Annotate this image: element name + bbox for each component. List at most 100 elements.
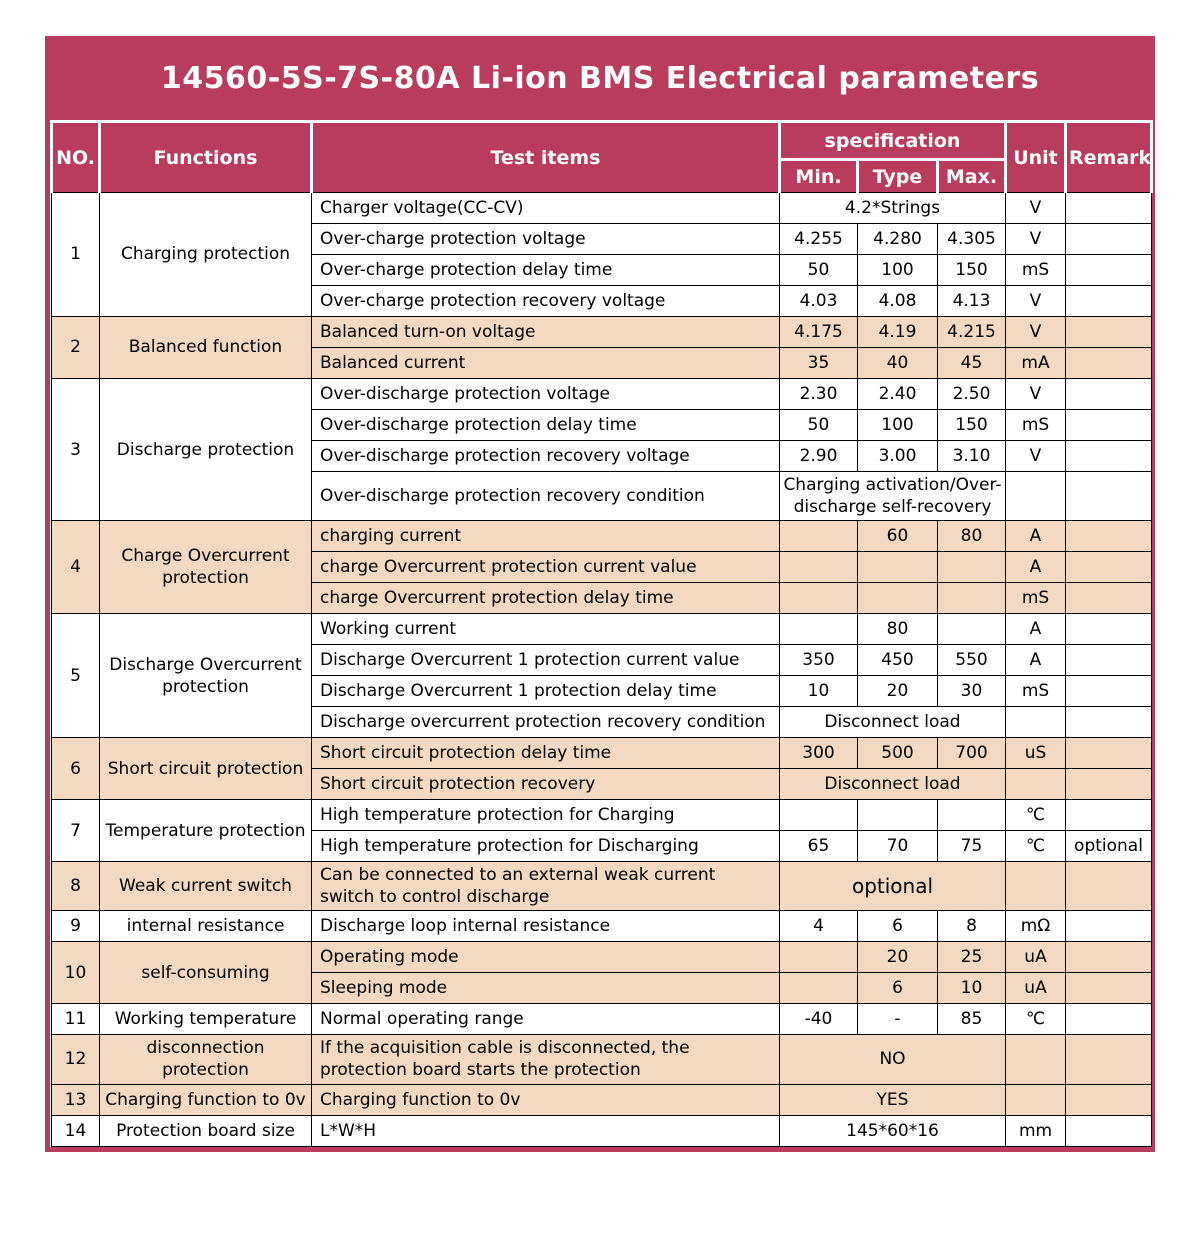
cell-test-item: Charger voltage(CC-CV) [311,192,780,224]
table-row: Balanced current 35 40 45 mA [52,347,1152,379]
header-no: NO. [50,120,101,193]
header-min: Min. [778,158,859,193]
cell-max: 700 [937,737,1006,770]
parameters-table: NO. Functions Test items specification U… [50,120,1153,1147]
cell-unit: mS [1005,409,1066,441]
table-row: Discharge overcurrent protection recover… [52,706,1152,739]
table-row: Over-discharge protection recovery volta… [52,440,1152,472]
cell-remark [1065,1034,1152,1085]
cell-unit: mS [1005,582,1066,615]
cell-max: 150 [937,254,1006,286]
cell-no: 9 [51,910,100,943]
cell-remark [1065,192,1152,224]
cell-no: 10 [51,941,100,1005]
cell-test-item: Over-discharge protection delay time [311,409,780,441]
cell-unit: mS [1005,675,1066,708]
cell-spec-merged: optional [779,861,1006,912]
table-row: 3 Discharge protection Over-discharge pr… [51,377,1152,522]
sheet-title: 14560-5S-7S-80A Li-ion BMS Electrical pa… [50,41,1150,120]
cell-type: 3.00 [857,440,938,472]
cell-remark [1065,941,1152,974]
cell-remark [1065,551,1152,584]
cell-min: 10 [779,675,858,708]
cell-remark [1065,644,1152,677]
cell-unit: uS [1005,737,1066,770]
cell-min [779,941,858,974]
table-row: 11 Working temperature Normal operating … [51,1003,1152,1036]
cell-type [857,551,938,584]
table-row: 4 Charge Overcurrent protection charging… [51,520,1152,615]
cell-unit: A [1005,551,1066,584]
cell-unit: V [1005,223,1066,255]
cell-remark [1065,675,1152,708]
cell-unit: uA [1005,972,1066,1005]
cell-remark [1065,737,1152,770]
cell-remark [1065,582,1152,615]
table-row: 10 self-consuming Operating mode 20 25 u… [51,941,1152,1005]
cell-no: 8 [51,861,100,912]
cell-min: 4.255 [779,223,858,255]
cell-unit: V [1005,192,1066,224]
cell-remark [1065,378,1152,410]
header-functions: Functions [98,120,313,193]
cell-function: Balanced function [99,316,312,379]
cell-no: 14 [51,1114,100,1147]
cell-no: 5 [51,613,100,739]
cell-min: -40 [779,1003,858,1036]
cell-function: Short circuit protection [99,737,312,801]
cell-max: 2.50 [937,378,1006,410]
cell-min [779,582,858,615]
cell-test-item: Over-discharge protection voltage [311,378,780,410]
cell-remark [1065,520,1152,553]
cell-unit: ℃ [1005,799,1066,832]
cell-function: Discharge protection [99,377,312,522]
cell-remark [1065,799,1152,832]
cell-test-item: L*W*H [311,1114,780,1147]
cell-type [857,582,938,615]
cell-no: 3 [51,377,100,522]
cell-function: Working temperature [99,1003,312,1036]
cell-remark [1065,254,1152,286]
cell-remark [1065,706,1152,739]
cell-function: self-consuming [99,941,312,1005]
cell-test-item: charge Overcurrent protection current va… [311,551,780,584]
cell-min: 2.30 [779,378,858,410]
cell-spec-merged: 4.2*Strings [779,192,1006,224]
cell-test-item: Sleeping mode [311,972,780,1005]
cell-function: Weak current switch [99,861,312,912]
cell-test-item: Over-discharge protection recovery volta… [311,440,780,472]
cell-remark [1065,223,1152,255]
cell-test-item: Over-charge protection recovery voltage [311,285,780,317]
cell-type: 450 [857,644,938,677]
cell-max: 45 [937,347,1006,379]
cell-type: 80 [857,613,938,646]
cell-remark [1065,972,1152,1005]
cell-spec-merged: Disconnect load [779,706,1006,739]
cell-remark [1065,440,1152,472]
cell-max [937,799,1006,832]
table-row: 9 internal resistance Discharge loop int… [51,910,1152,943]
cell-max: 150 [937,409,1006,441]
cell-max [937,613,1006,646]
cell-no: 6 [51,737,100,801]
cell-spec-merged: Charging activation/Over-discharge self-… [779,470,1006,522]
cell-max [937,582,1006,615]
cell-max: 75 [937,830,1006,863]
cell-no: 1 [51,192,100,317]
cell-max: 80 [937,520,1006,553]
cell-test-item: If the acquisition cable is disconnected… [311,1034,780,1085]
cell-min [779,551,858,584]
cell-function: Charge Overcurrent protection [99,520,312,615]
cell-remark [1065,285,1152,317]
cell-max: 4.215 [937,316,1006,348]
cell-min [779,799,858,832]
cell-min: 65 [779,830,858,863]
cell-test-item: Normal operating range [311,1003,780,1036]
cell-remark [1065,1114,1152,1147]
cell-min: 350 [779,644,858,677]
header-specification: specification [778,120,1007,161]
table-row: Discharge Overcurrent 1 protection delay… [52,675,1152,708]
cell-spec-merged: Disconnect load [779,768,1006,801]
cell-no: 4 [51,520,100,615]
cell-remark [1065,347,1152,379]
